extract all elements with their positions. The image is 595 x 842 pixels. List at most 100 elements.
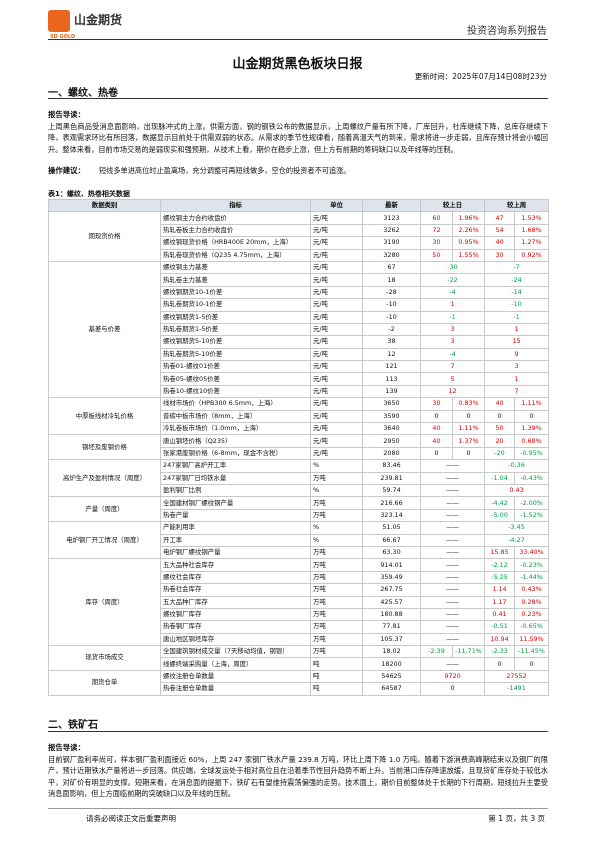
unit-cell: 元/吨 [310,434,363,448]
table-row: 盈利钢厂比例% 59.74 —— 0.43 [49,483,550,498]
advice: 操作建议： 短线多单进高位时止盈离场，充分调整可再短线做多，空仓的投资者不可追涨。 [48,165,351,176]
unit-cell: 万吨 [310,632,363,647]
latest-cell: 18.02 [362,645,421,659]
unit-cell: 吨 [310,657,363,671]
week-change-cell: -20 [484,446,516,461]
section-heading: 一、螺纹、热卷 [48,88,118,99]
latest-cell: 64587 [362,682,421,696]
day-change-cell: —— [419,595,486,609]
table-row: 钢坯及废钢价格 唐山钢坯价格（Q235） 元/吨 2950 40 1.37% 20 0.68% [48,434,550,461]
indicator-cell: 线材市场价（HPB300 6.5mm，上海） [160,397,311,411]
indicator-cell: 线螺终端采购量（上海，周度） [160,657,311,671]
week-change-cell: 40 [484,397,516,411]
category-cell: 期现货价格 [48,211,161,262]
unit-cell: 元/吨 [310,322,363,337]
week-change-cell: 27552 [484,669,550,684]
indicator-cell: 盈利钢厂比例 [160,483,311,498]
week-change-cell: 0 [484,409,516,424]
day-change-cell: -22 [419,273,486,287]
week-change-cell: 15.85 [484,545,516,560]
day-change-cell: 7 [419,360,486,374]
week-change-cell: 0 [484,657,516,671]
latest-cell: 323.14 [362,508,421,523]
latest-cell: 12 [362,347,421,362]
table-row: 热卷钢厂库存 万吨 77.81 —— -0.51 -0.65% [49,620,550,634]
table-row: 五大品种厂库存 万吨 425.57 —— 1.17 0.28% [49,595,550,609]
indicator-cell: 热轧卷期货1-5价差 [160,322,311,337]
unit-cell: 元/吨 [310,360,363,374]
indicator-cell: 螺纹钢厂库存 [160,607,311,622]
unit-cell: 元/吨 [310,298,363,312]
latest-cell: 425.57 [362,595,421,609]
page-number: 第 1 页，共 3 页 [488,814,545,823]
latest-cell: 267.75 [362,583,421,597]
table-caption: 表1：螺纹、热卷相关数据 [48,190,130,198]
day-change-cell: -1 [419,310,486,324]
unit-cell: 元/吨 [310,409,363,424]
table-row: 247家钢厂日均铁水量 万吨 239.81 —— -1.04 -0.43% [49,471,550,486]
category-cell: 产量（周度） [48,496,161,523]
column-header: 较上日 [419,198,486,213]
week-change-cell: -4.42 [484,496,516,510]
day-change-cell: —— [419,632,486,647]
latest-cell: 66.67 [362,533,421,547]
table-row: 热轧卷现货价格（Q235 4.75mm，上海） 元/吨 3280 50 1.55% 30 0… [49,248,550,262]
table-row: 螺纹钢现货价格（HRB400E 20mm，上海） 元/吨 3190 30 0.95% 40… [49,236,550,250]
week-change-cell: -2.12 [484,558,516,572]
footer-rule [48,808,548,809]
column-header: 单位 [310,198,363,213]
table-row: 电炉钢厂开工情况（周度） 产能利用率% 51.05 —— -3.45 [48,521,550,560]
indicator-cell: 五大品种社会库存 [160,558,311,572]
indicator-cell: 热轧卷主力基差 [160,273,311,287]
table-row: 产量（周度） 全国建材钢厂螺纹钢产量 万吨 216.66 —— -4.42 -2.00% [48,496,550,523]
week-change-cell: -1.44% [514,570,550,585]
day-change-cell: —— [419,657,486,671]
indicator-cell: 螺纹钢期货1-5价差 [160,310,311,324]
table-row: 期货仓单 螺纹注册仓单数量吨 54625 9720 27552 [48,669,550,696]
latest-cell: 3640 [362,422,421,436]
unit-cell: % [310,521,363,535]
week-change-cell: 1.39% [514,422,550,436]
day-change-cell: —— [419,545,486,560]
category-cell: 库存（周度） [48,558,161,647]
week-change-cell: 1.27% [514,236,550,250]
latest-cell: 239.81 [362,471,421,486]
unit-cell: 万吨 [310,620,363,634]
week-change-cell: 40 [484,236,516,250]
week-change-cell: 1 [484,322,550,337]
unit-cell: 元/吨 [310,260,363,275]
latest-cell: 59.74 [362,483,421,498]
table-row: 热卷注册仓单数量吨 64587 0 -1491 [49,682,550,696]
latest-cell: 67 [362,260,421,275]
day-change-cell: —— [419,521,486,535]
day-change-cell: —— [419,508,486,523]
indicator-cell: 热卷05-螺纹05价差 [160,372,311,386]
day-change-cell: 30 [420,397,453,411]
indicator-cell: 热卷钢厂库存 [160,620,311,634]
category-cell: 中厚板线材冷轧价格 [48,397,161,436]
indicator-cell: 热轧卷期货5-10价差 [160,347,311,362]
column-header: 数据类别 [48,198,161,213]
day-change-cell: —— [419,620,486,634]
day-change-cell: 1.11% [451,422,486,436]
day-change-cell: 9720 [419,669,486,684]
day-change-cell: 0.95% [451,236,486,250]
indicator-cell: 螺纹钢主力基差 [160,260,311,275]
table-row: 电炉钢厂螺纹钢产量 万吨 63.30 —— 15.85 33.40% [49,545,550,560]
day-change-cell: 1.37% [451,434,486,448]
report-title: 山金期货黑色板块日报 [232,57,363,72]
day-change-cell: 40 [420,422,453,436]
day-change-cell: 1.96% [451,211,486,225]
week-change-cell: 0.92% [514,248,550,262]
week-change-cell: 20 [484,434,516,448]
week-change-cell: 30 [484,248,516,262]
table-row: 螺纹社会库存 万吨 359.49 —— -5.25 -1.44% [49,570,550,585]
unit-cell: 元/吨 [310,236,363,250]
latest-cell: 18 [362,273,421,287]
unit-cell: 吨 [310,682,363,696]
day-change-cell: 60 [420,211,453,225]
week-change-cell: -24 [484,273,550,287]
unit-cell: 万吨 [310,558,363,572]
table-row: 高炉生产及盈利情况（周度） 247家钢厂高炉开工率% 83.46 —— -0.36 [48,459,550,498]
